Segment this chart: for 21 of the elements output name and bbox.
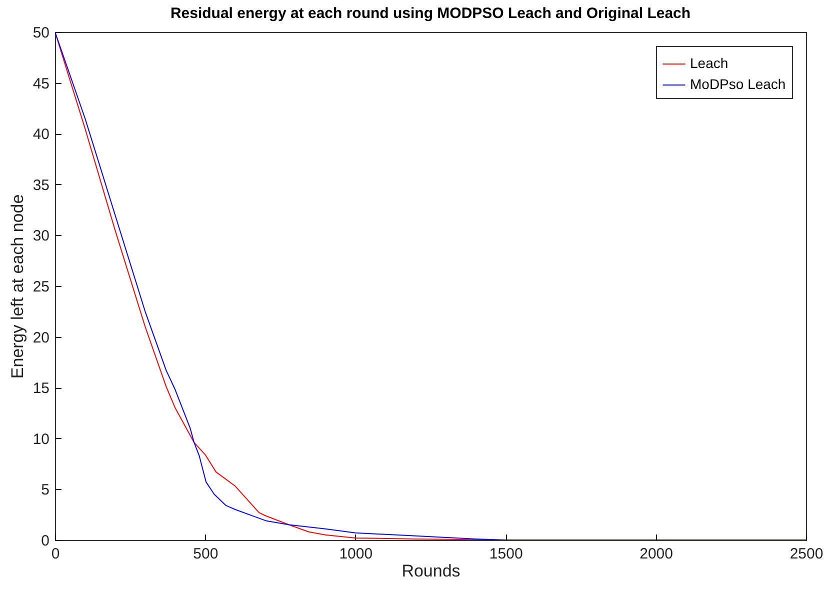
y-tick-label: 15 <box>32 380 50 398</box>
y-tick-label: 25 <box>32 278 50 296</box>
legend-label: MoDPso Leach <box>690 76 786 92</box>
x-tick-label: 2000 <box>640 546 673 562</box>
y-tick-label: 0 <box>41 532 50 550</box>
x-axis-title: Rounds <box>402 562 460 580</box>
x-tick-label: 500 <box>193 546 218 562</box>
chart-title: Residual energy at each round using MODPSO Leach and Original Leach <box>170 5 691 22</box>
x-tick-label: 1500 <box>489 546 523 562</box>
x-tick-label: 1000 <box>339 546 373 562</box>
y-tick-label: 5 <box>41 482 50 499</box>
y-tick-label: 40 <box>32 126 50 144</box>
y-tick-label: 45 <box>32 75 50 92</box>
x-tick-label: 2500 <box>790 546 824 562</box>
y-axis-title: Energy left at each node <box>8 194 27 379</box>
legend-label: Leach <box>690 55 728 71</box>
y-tick-label: 10 <box>32 430 50 448</box>
y-tick-label: 50 <box>32 24 50 42</box>
y-tick-label: 20 <box>32 329 50 346</box>
y-tick-label: 30 <box>32 228 50 245</box>
y-tick-label: 35 <box>32 176 50 194</box>
